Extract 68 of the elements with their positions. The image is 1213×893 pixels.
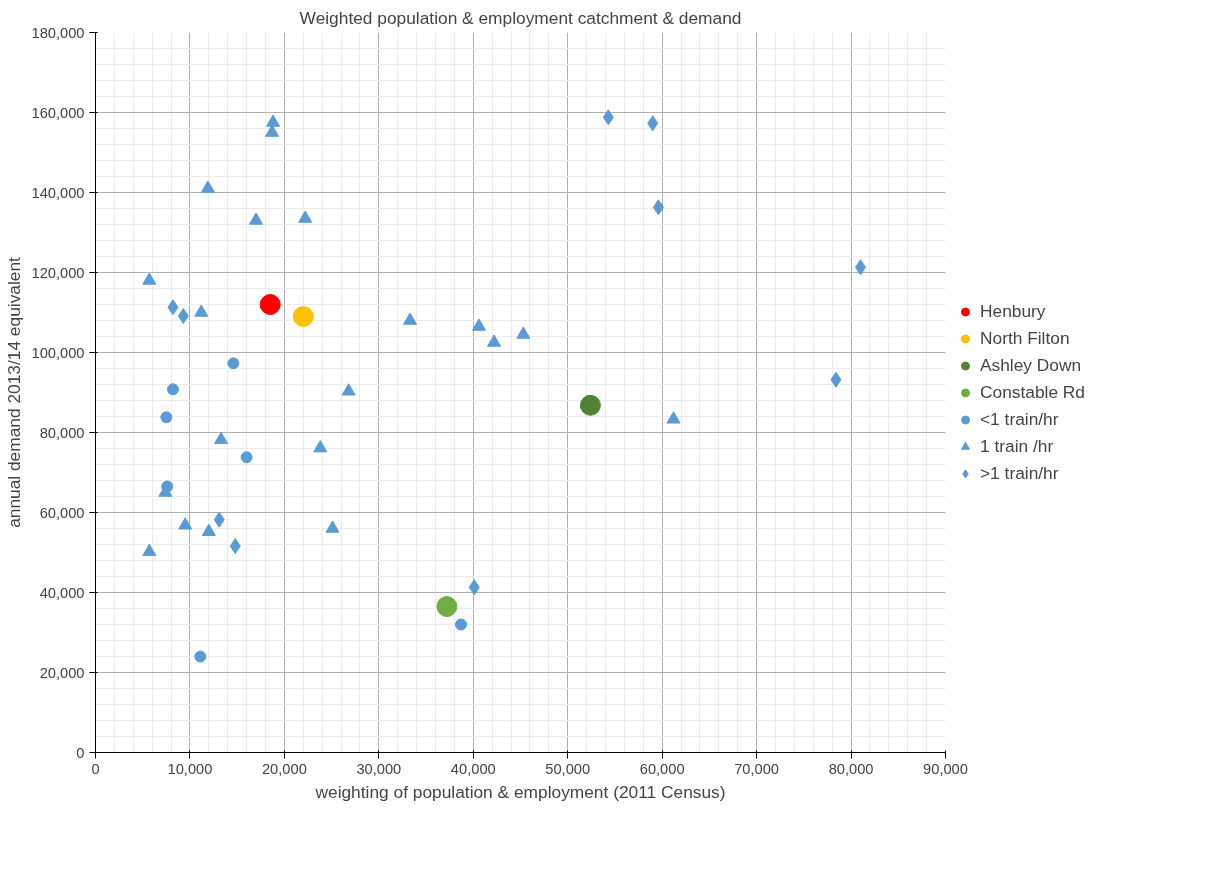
point xyxy=(249,212,264,225)
y-tick-label: 40,000 xyxy=(39,584,85,601)
point xyxy=(177,308,189,325)
point xyxy=(298,210,313,223)
point xyxy=(194,304,209,317)
x-tick-label: 10,000 xyxy=(167,760,213,777)
x-tick-label: 60,000 xyxy=(639,760,685,777)
point xyxy=(325,520,340,533)
x-tick-label: 80,000 xyxy=(828,760,874,777)
point xyxy=(178,517,193,530)
point xyxy=(142,272,157,285)
x-tick-label: 0 xyxy=(91,760,100,777)
chart-title: Weighted population & employment catchment & demand xyxy=(299,7,742,28)
point xyxy=(516,326,531,339)
legend-label: North Filton xyxy=(980,327,1070,349)
point xyxy=(487,334,502,347)
y-axis-title: annual demand 2013/14 equivalent xyxy=(3,256,24,528)
point xyxy=(830,371,842,388)
point xyxy=(468,579,480,596)
y-tick-label: 0 xyxy=(76,744,85,761)
point xyxy=(602,109,614,126)
point xyxy=(292,306,314,327)
point xyxy=(166,383,179,396)
point xyxy=(647,115,659,132)
point xyxy=(266,114,281,127)
point xyxy=(666,411,681,424)
x-tick-label: 30,000 xyxy=(356,760,402,777)
point xyxy=(652,199,664,216)
y-tick-label: 60,000 xyxy=(39,504,85,521)
point xyxy=(341,383,356,396)
point xyxy=(455,618,467,631)
y-tick-label: 180,000 xyxy=(31,24,85,41)
point xyxy=(194,650,207,663)
point xyxy=(227,357,240,370)
y-tick-label: 120,000 xyxy=(31,264,85,281)
legend-label: Constable Rd xyxy=(980,381,1085,403)
x-tick-label: 20,000 xyxy=(261,760,307,777)
point xyxy=(213,511,225,528)
point xyxy=(313,440,328,453)
point xyxy=(229,538,241,555)
legend-label: Ashley Down xyxy=(980,354,1082,376)
point xyxy=(403,312,417,325)
point xyxy=(142,543,157,556)
y-tick-label: 20,000 xyxy=(39,664,85,681)
point xyxy=(265,124,280,137)
point xyxy=(160,411,173,424)
x-tick-label: 70,000 xyxy=(734,760,780,777)
point xyxy=(201,523,216,536)
y-tick-label: 80,000 xyxy=(39,424,85,441)
point xyxy=(579,394,601,416)
y-tick-label: 140,000 xyxy=(31,184,85,201)
y-tick-label: 100,000 xyxy=(31,344,85,361)
legend-label: 1 train /hr xyxy=(980,435,1054,457)
x-tick-label: 90,000 xyxy=(923,760,968,777)
y-tick-label: 160,000 xyxy=(31,104,85,121)
x-tick-label: 40,000 xyxy=(450,760,496,777)
point xyxy=(200,180,215,193)
x-tick-label: 50,000 xyxy=(545,760,591,777)
point xyxy=(471,318,486,331)
legend-label: <1 train/hr xyxy=(980,408,1059,430)
x-axis-title: weighting of population & employment (2011 Census) xyxy=(314,781,726,802)
point xyxy=(167,299,179,316)
point xyxy=(436,596,458,617)
legend-label: >1 train/hr xyxy=(980,462,1059,484)
legend-label: Henbury xyxy=(980,300,1046,322)
point xyxy=(259,294,281,315)
point xyxy=(240,451,253,464)
point xyxy=(214,431,229,444)
